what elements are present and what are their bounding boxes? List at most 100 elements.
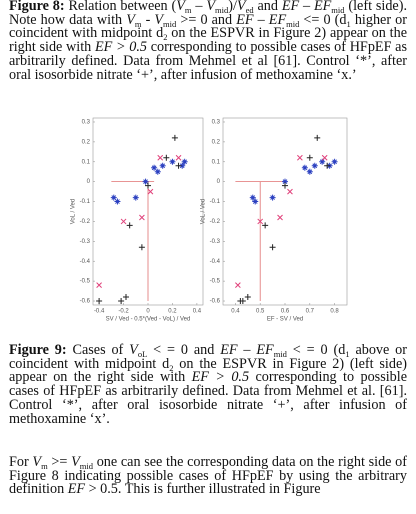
paragraph: For Vm >= Vmid one can see the correspon… — [9, 454, 407, 498]
plot-frame — [222, 117, 348, 306]
x-axis-label: EF - SV / Ved — [267, 317, 303, 323]
x-tick-label: -0.4 — [94, 309, 105, 315]
point — [120, 218, 127, 225]
point — [324, 162, 331, 169]
x-tick-label: 0 — [146, 309, 150, 315]
text-run: V — [206, 0, 216, 14]
text-run: V — [71, 454, 80, 470]
text-run: 1 — [345, 349, 350, 359]
point — [132, 194, 139, 201]
y-tick-label: 0.2 — [82, 139, 91, 145]
point — [269, 244, 276, 251]
text-run: on the ESPVR in Figure 2) (left side) ap… — [9, 355, 407, 386]
text-run: 1 — [346, 18, 351, 29]
caption: Figure 9: Cases of VoL < = 0 and EF – EF… — [9, 342, 408, 427]
text-run: mid — [163, 18, 177, 29]
y-axis-label: VoL / Ved — [201, 199, 207, 224]
point — [314, 134, 321, 141]
y-tick-label: -0.2 — [210, 219, 221, 225]
y-tick-label: -0.5 — [210, 279, 221, 285]
point — [331, 158, 338, 165]
y-tick-label: -0.6 — [80, 299, 91, 305]
text-run: V — [126, 11, 135, 28]
y-tick-label: 0.3 — [212, 120, 221, 126]
point — [257, 218, 264, 225]
text-run: 2 — [169, 362, 174, 373]
text-run: For — [9, 454, 33, 470]
x-tick-label: 0.2 — [168, 309, 177, 315]
text-run: one can see the corresponding data on th… — [9, 454, 407, 498]
point — [175, 162, 182, 169]
y-tick-label: 0.1 — [212, 159, 221, 165]
text-run: EF – EF — [281, 0, 332, 14]
point — [181, 158, 188, 165]
x-axis-label: SV / Ved - 0.5*(Ved - VoL) / Ved — [106, 317, 191, 323]
point — [151, 164, 158, 171]
point — [244, 294, 251, 301]
x-tick-label: 0.7 — [306, 309, 315, 315]
point — [110, 194, 117, 201]
y-axis-label: VoL / Ved — [71, 199, 77, 224]
y-tick-label: 0.1 — [82, 159, 91, 165]
y-tick-label: 0 — [87, 179, 91, 185]
text-run: above or coincident with midpoint d — [9, 342, 408, 372]
y-tick-label: 0.2 — [212, 139, 221, 145]
point — [96, 298, 103, 305]
y-tick-label: -0.4 — [80, 259, 91, 265]
point — [118, 298, 125, 305]
point — [179, 162, 186, 169]
text-run: Figure 9: — [9, 342, 67, 358]
text-run: V — [154, 11, 164, 28]
point — [237, 298, 244, 305]
y-tick-label: -0.5 — [80, 279, 91, 285]
text-run: Relation between ( — [64, 0, 177, 14]
text-run: <= 0 (d — [299, 11, 347, 28]
text-run: oL — [137, 349, 148, 359]
text-run: > 0.5. This is further illustrated in Fi… — [85, 481, 321, 498]
text-run: corresponding to possible cases of HFpEF… — [9, 369, 407, 427]
text-run: < = 0 and — [147, 342, 221, 358]
text-run: (left side). Note how data with — [9, 0, 407, 28]
text-run: V — [236, 0, 246, 14]
point — [306, 154, 313, 161]
point — [301, 164, 308, 171]
point — [145, 182, 151, 189]
x-tick-label: -0.2 — [118, 309, 129, 315]
point — [123, 294, 129, 301]
text-run: 2 — [163, 32, 168, 43]
y-tick-label: -0.4 — [210, 259, 221, 265]
point — [319, 158, 326, 165]
text-run: on the ESPVR in Figure 2) appear on the … — [9, 25, 407, 56]
text-run: m — [184, 5, 192, 15]
point — [235, 282, 241, 288]
paragraph: Figure 8: Relation between (Vm – Vmid)/V… — [9, 0, 407, 82]
text-run: mid — [79, 461, 93, 471]
point — [277, 214, 283, 221]
point — [154, 168, 161, 175]
text-run: >= — [47, 454, 72, 470]
figure: 0.30.20.10-0.1-0.2-0.3-0.4-0.5-0.6-0.4 -0… — [71, 117, 348, 323]
point — [175, 154, 182, 161]
point — [163, 154, 170, 161]
text-run: )/ — [228, 0, 237, 14]
x-tick-label: 0.5 — [256, 309, 265, 315]
text-run: mid — [286, 18, 300, 29]
x-tick-label: 0.4 — [231, 309, 240, 315]
point — [138, 244, 145, 251]
text-run: mid — [273, 349, 287, 359]
text-run: V — [32, 454, 42, 470]
text-run: higher or coincident with midpoint d — [9, 11, 407, 42]
text-run: < = 0 (d — [286, 342, 346, 358]
point — [262, 222, 269, 229]
text-run: EF — [67, 481, 86, 498]
text-run: corresponding to possible cases of HFpEF… — [9, 39, 407, 83]
text-run: Figure 8: — [9, 0, 65, 14]
point — [159, 162, 166, 169]
text-run: ed — [245, 5, 254, 15]
text-run: V — [129, 342, 138, 358]
point — [287, 188, 293, 195]
x-tick-label: 0.4 — [193, 309, 202, 315]
text-run: V — [176, 0, 185, 14]
text-run: mid — [331, 5, 345, 15]
text-run: Cases of — [66, 342, 130, 358]
